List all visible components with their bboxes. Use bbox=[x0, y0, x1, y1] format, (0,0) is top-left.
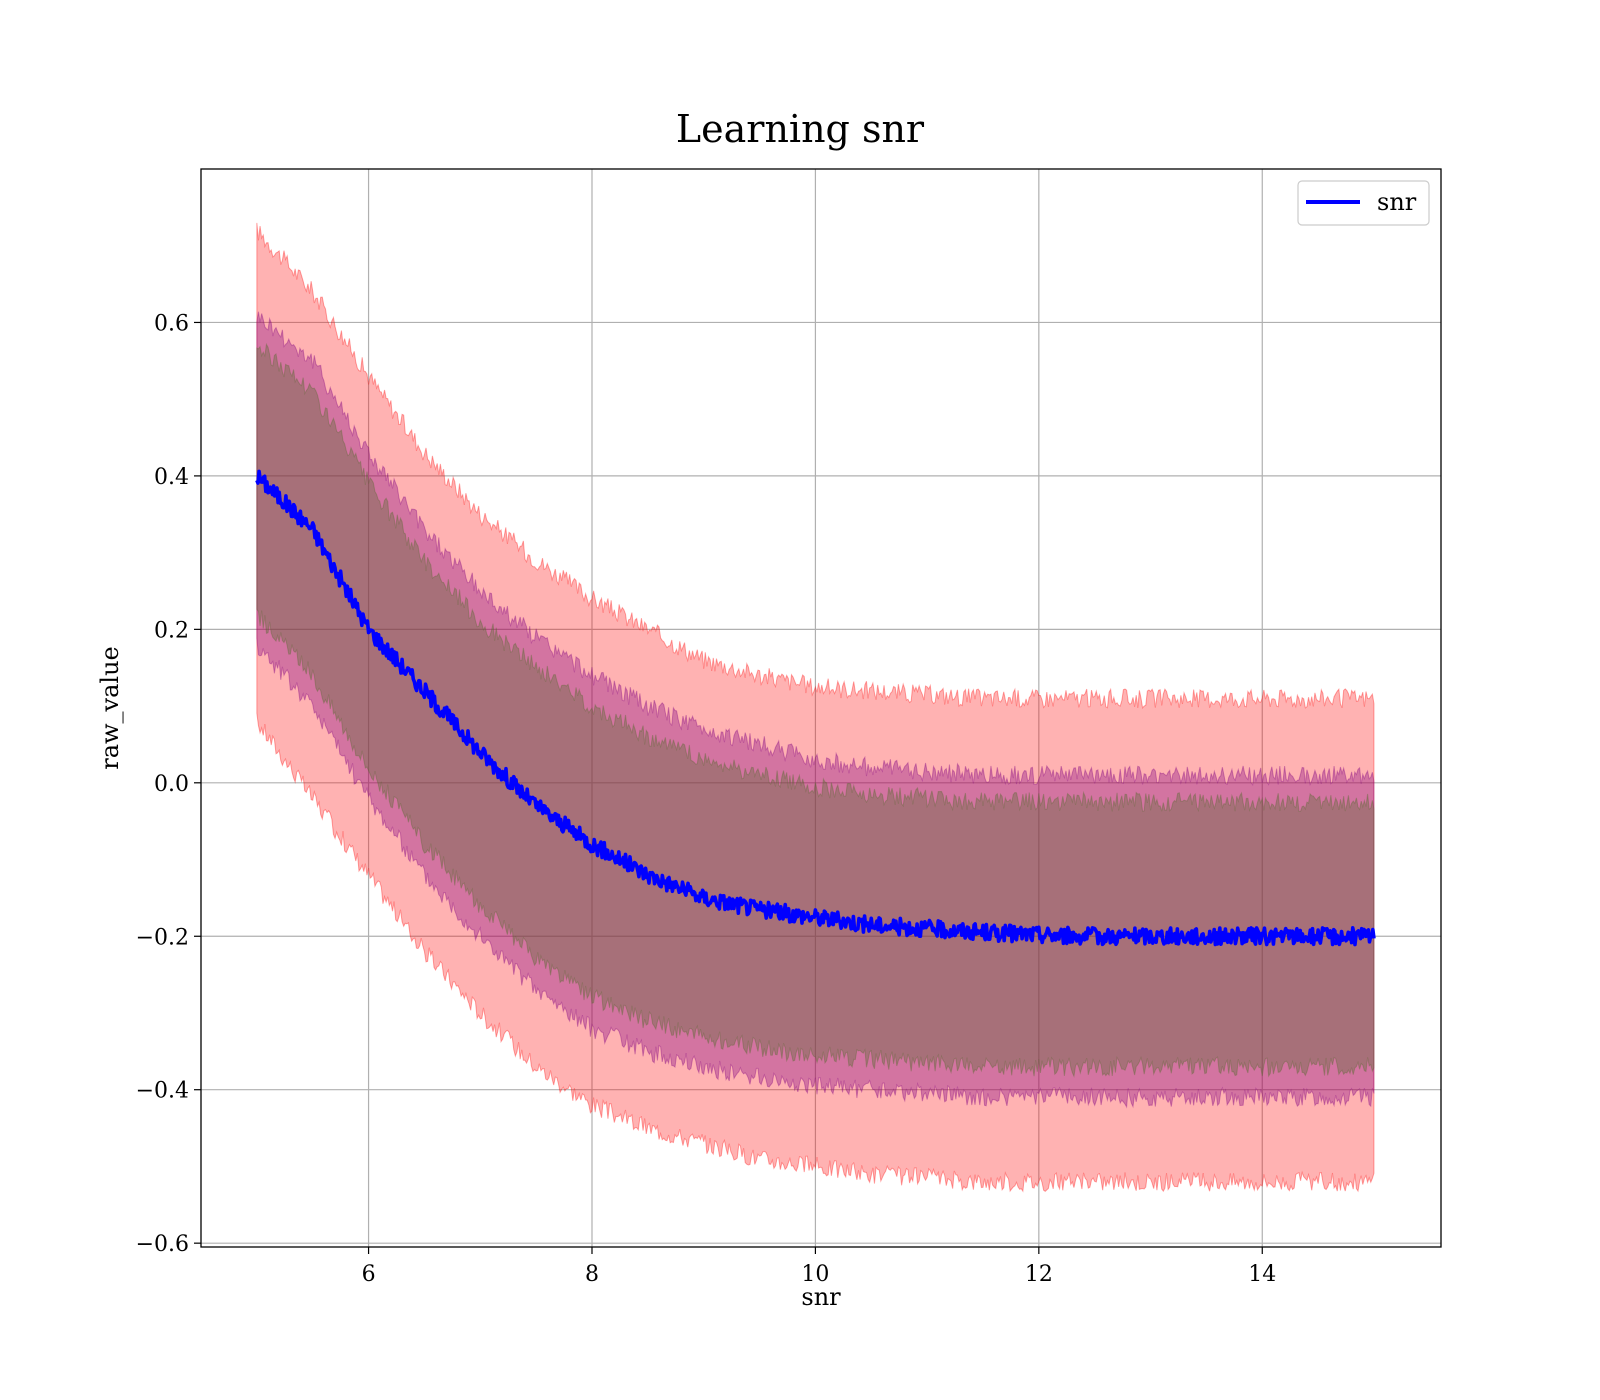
x-tick-label: 8 bbox=[585, 1262, 599, 1287]
y-tick-label: 0.4 bbox=[154, 465, 189, 490]
y-tick-label: −0.6 bbox=[136, 1232, 189, 1257]
bands-layer bbox=[256, 222, 1375, 1193]
confidence-band-1 bbox=[256, 311, 1375, 1109]
series-layer bbox=[255, 469, 1376, 947]
plot-frame bbox=[200, 168, 1442, 1248]
y-axis-ticks: −0.6 −0.4 −0.2 0.0 0.2 0.4 0.6 bbox=[136, 311, 201, 1257]
legend-label-snr: snr bbox=[1377, 188, 1417, 216]
x-tick-label: 10 bbox=[801, 1262, 829, 1287]
confidence-band-0 bbox=[256, 222, 1375, 1193]
grid-layer bbox=[201, 169, 1441, 1247]
x-axis-ticks: 6 8 10 12 14 bbox=[362, 1247, 1276, 1287]
x-tick-label: 6 bbox=[362, 1262, 376, 1287]
confidence-band-2 bbox=[256, 342, 1375, 1078]
series-line-snr bbox=[255, 469, 1376, 947]
x-tick-label: 12 bbox=[1025, 1262, 1053, 1287]
y-tick-label: 0.2 bbox=[154, 618, 189, 643]
legend-box bbox=[1297, 180, 1430, 226]
y-tick-label: 0.0 bbox=[154, 772, 189, 797]
x-axis-label: snr bbox=[801, 1283, 841, 1311]
chart-title: Learning snr bbox=[676, 107, 925, 151]
x-tick-label: 14 bbox=[1248, 1262, 1276, 1287]
y-tick-label: −0.2 bbox=[136, 925, 189, 950]
y-axis-label: raw_value bbox=[96, 646, 124, 770]
y-tick-label: 0.6 bbox=[154, 311, 189, 336]
legend: snr bbox=[1297, 180, 1430, 226]
y-tick-label: −0.4 bbox=[136, 1079, 189, 1104]
